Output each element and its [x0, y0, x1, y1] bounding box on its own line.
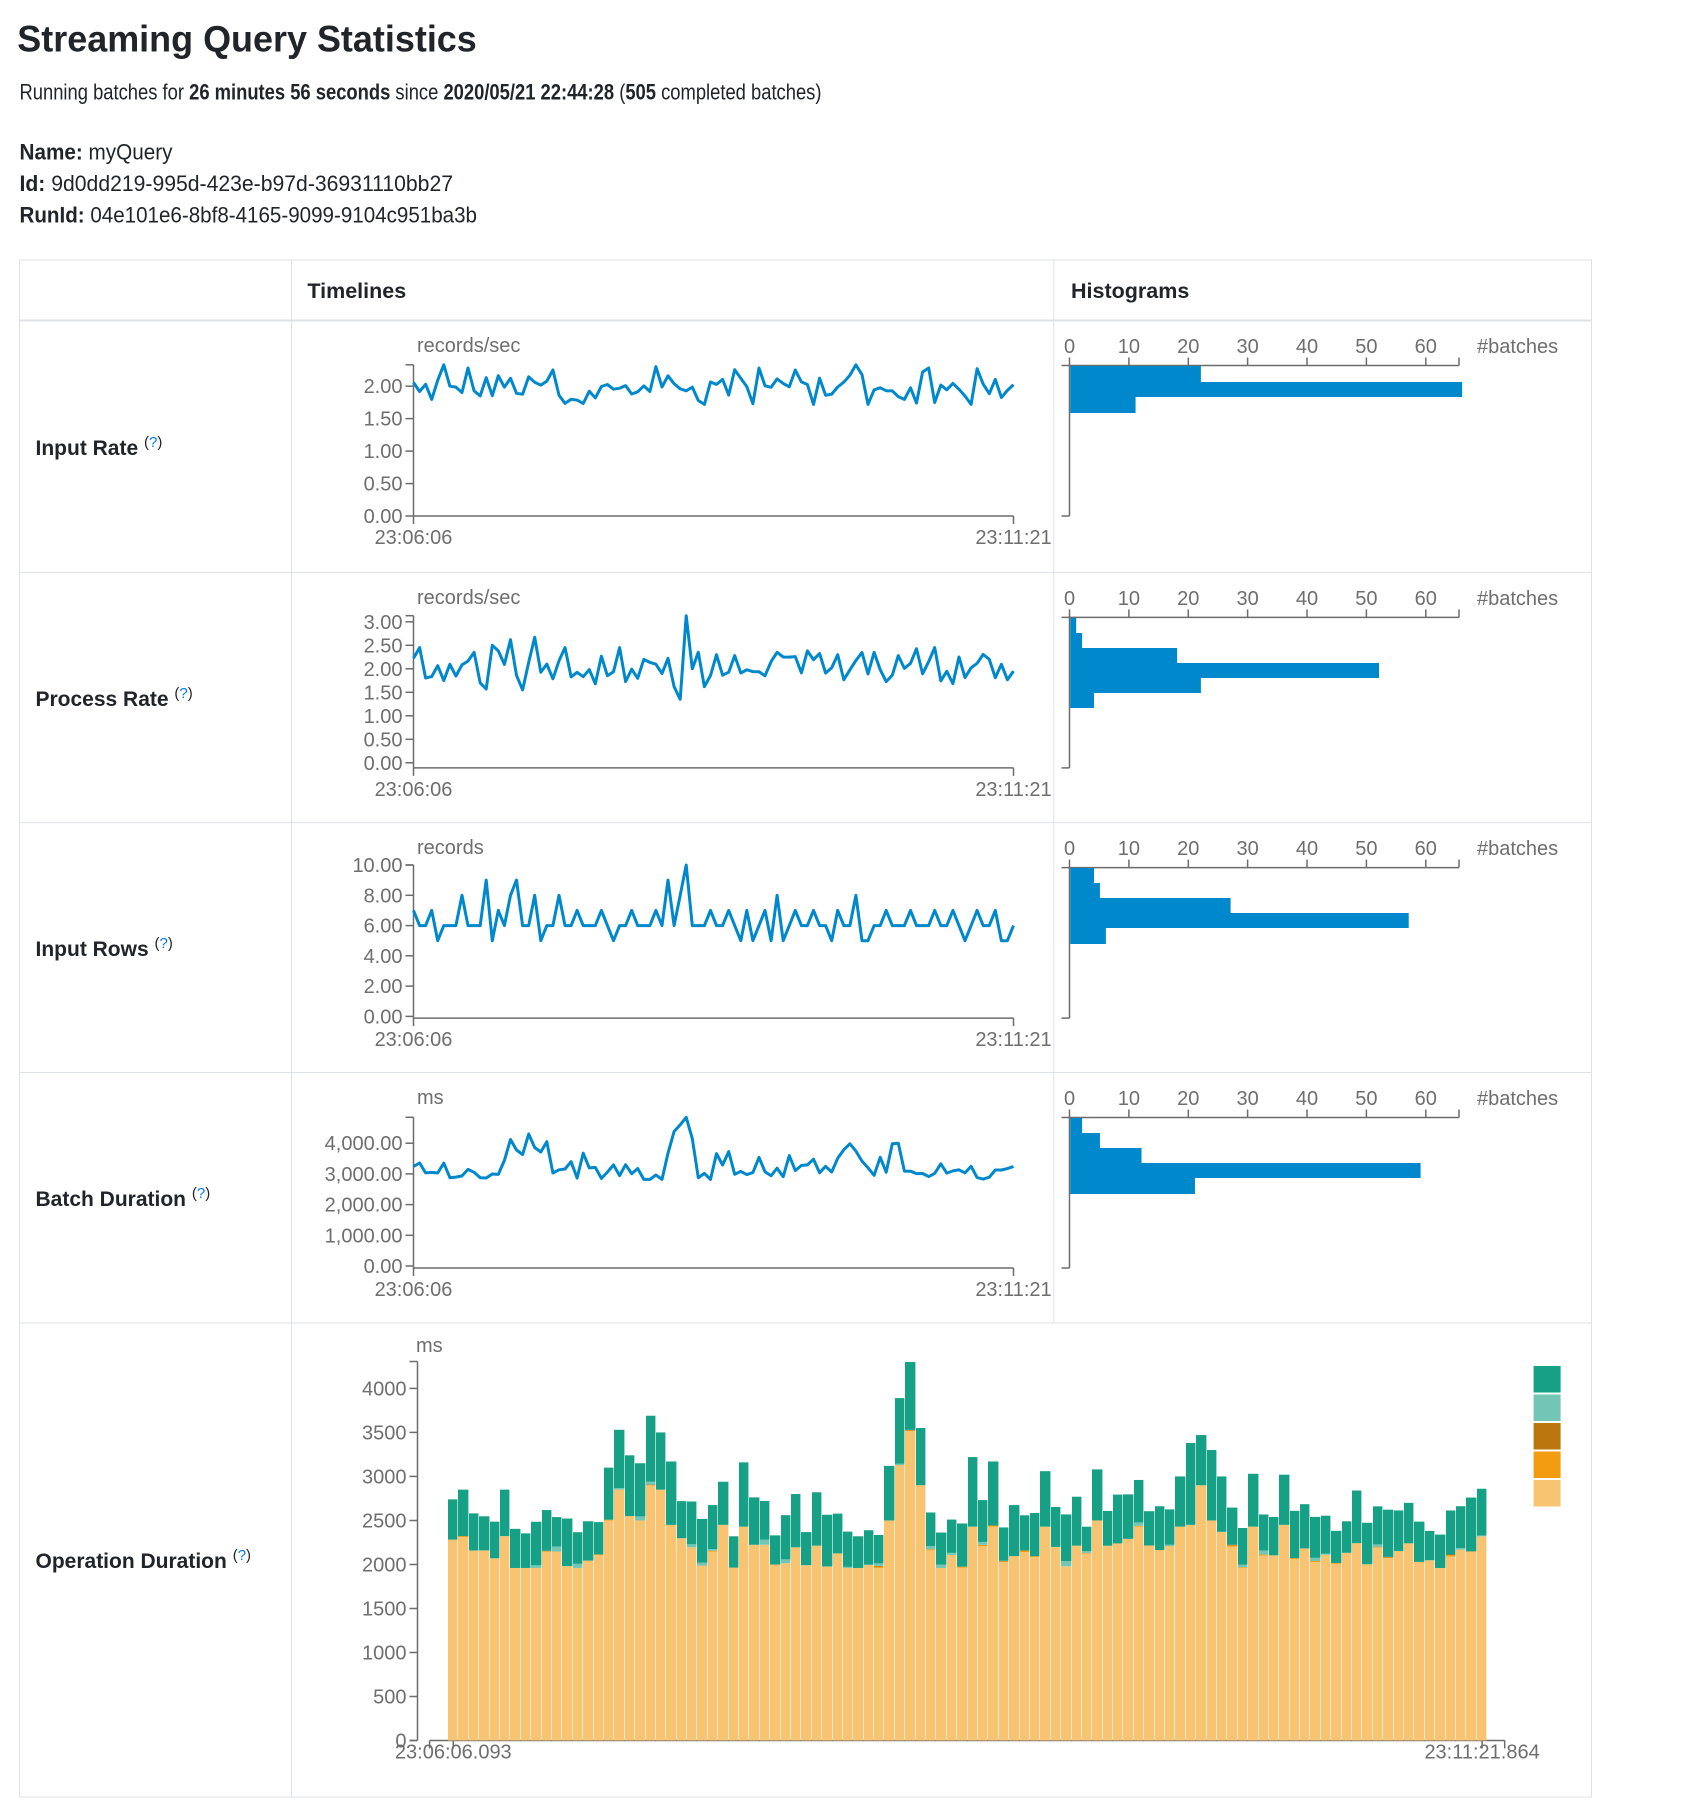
svg-text:0: 0	[1064, 838, 1075, 860]
svg-text:30: 30	[1236, 838, 1258, 860]
svg-text:3000: 3000	[362, 1466, 407, 1488]
svg-text:0.50: 0.50	[364, 474, 403, 496]
svg-text:20: 20	[1177, 838, 1199, 860]
svg-text:Input Rows (?): Input Rows (?)	[36, 935, 173, 961]
svg-text:23:11:21: 23:11:21	[975, 1029, 1051, 1051]
svg-text:Operation Duration (?): Operation Duration (?)	[36, 1547, 252, 1573]
svg-text:ms: ms	[416, 1335, 443, 1357]
svg-text:50: 50	[1355, 588, 1377, 610]
svg-text:1.50: 1.50	[364, 409, 403, 431]
svg-text:10.00: 10.00	[352, 855, 402, 877]
svg-text:#batches: #batches	[1477, 838, 1558, 860]
svg-text:records/sec: records/sec	[417, 587, 520, 609]
svg-text:40: 40	[1296, 1088, 1318, 1110]
svg-text:records: records	[417, 837, 484, 859]
svg-text:Histograms: Histograms	[1071, 279, 1189, 303]
svg-text:2500: 2500	[362, 1511, 407, 1533]
svg-text:0.00: 0.00	[364, 1256, 403, 1278]
svg-text:23:06:06: 23:06:06	[375, 1279, 453, 1301]
svg-text:50: 50	[1355, 838, 1377, 860]
svg-text:Batch Duration (?): Batch Duration (?)	[36, 1185, 211, 1211]
svg-text:Process Rate (?): Process Rate (?)	[36, 685, 193, 711]
svg-text:1.00: 1.00	[364, 706, 403, 728]
svg-text:1500: 1500	[362, 1599, 407, 1621]
svg-text:1000: 1000	[362, 1643, 407, 1665]
svg-text:23:11:21: 23:11:21	[975, 527, 1051, 549]
svg-text:23:11:21: 23:11:21	[975, 779, 1051, 801]
svg-text:23:06:06.093: 23:06:06.093	[395, 1742, 512, 1764]
svg-text:8.00: 8.00	[364, 885, 403, 907]
svg-text:30: 30	[1236, 336, 1258, 358]
svg-text:40: 40	[1296, 588, 1318, 610]
svg-text:0.00: 0.00	[364, 1006, 403, 1028]
svg-text:20: 20	[1177, 588, 1199, 610]
svg-text:23:06:06: 23:06:06	[375, 527, 453, 549]
svg-text:3,000.00: 3,000.00	[325, 1164, 403, 1186]
svg-text:60: 60	[1415, 336, 1437, 358]
svg-text:2.00: 2.00	[364, 976, 403, 998]
svg-text:1,000.00: 1,000.00	[325, 1225, 403, 1247]
svg-text:10: 10	[1118, 838, 1140, 860]
svg-text:10: 10	[1118, 336, 1140, 358]
svg-text:30: 30	[1236, 588, 1258, 610]
svg-text:Streaming Query Statistics: Streaming Query Statistics	[17, 19, 477, 60]
svg-text:Id: 9d0dd219-995d-423e-b97d-36: Id: 9d0dd219-995d-423e-b97d-36931110bb27	[20, 171, 454, 196]
svg-text:2.00: 2.00	[364, 659, 403, 681]
svg-text:3.00: 3.00	[364, 612, 403, 634]
svg-text:#batches: #batches	[1477, 1088, 1558, 1110]
svg-text:2000: 2000	[362, 1555, 407, 1577]
svg-text:20: 20	[1177, 336, 1199, 358]
svg-text:500: 500	[373, 1687, 406, 1709]
svg-text:10: 10	[1118, 588, 1140, 610]
svg-text:Name: myQuery: Name: myQuery	[20, 140, 173, 165]
svg-text:2.00: 2.00	[364, 376, 403, 398]
svg-text:0: 0	[395, 1731, 406, 1753]
svg-text:#batches: #batches	[1477, 336, 1558, 358]
svg-text:0: 0	[1064, 588, 1075, 610]
svg-text:2,000.00: 2,000.00	[325, 1195, 403, 1217]
svg-text:0.00: 0.00	[364, 506, 403, 528]
svg-text:Running batches for 26 minutes: Running batches for 26 minutes 56 second…	[20, 80, 822, 105]
svg-text:ms: ms	[417, 1087, 444, 1109]
svg-text:2.50: 2.50	[364, 635, 403, 657]
svg-text:23:06:06: 23:06:06	[375, 779, 453, 801]
svg-text:60: 60	[1415, 1088, 1437, 1110]
svg-text:10: 10	[1118, 1088, 1140, 1110]
svg-text:23:11:21: 23:11:21	[975, 1279, 1051, 1301]
svg-text:30: 30	[1236, 1088, 1258, 1110]
svg-text:0: 0	[1064, 336, 1075, 358]
svg-text:4.00: 4.00	[364, 946, 403, 968]
svg-text:60: 60	[1415, 588, 1437, 610]
svg-text:40: 40	[1296, 336, 1318, 358]
svg-text:50: 50	[1355, 336, 1377, 358]
svg-text:4000: 4000	[362, 1378, 407, 1400]
svg-text:1.00: 1.00	[364, 441, 403, 463]
svg-text:Timelines: Timelines	[307, 279, 406, 303]
svg-text:4,000.00: 4,000.00	[325, 1133, 403, 1155]
svg-text:records/sec: records/sec	[417, 335, 520, 357]
svg-text:50: 50	[1355, 1088, 1377, 1110]
svg-text:20: 20	[1177, 1088, 1199, 1110]
svg-text:0: 0	[1064, 1088, 1075, 1110]
svg-text:6.00: 6.00	[364, 916, 403, 938]
svg-text:#batches: #batches	[1477, 588, 1558, 610]
svg-text:1.50: 1.50	[364, 682, 403, 704]
svg-text:0.00: 0.00	[364, 753, 403, 775]
svg-text:Input Rate (?): Input Rate (?)	[36, 434, 163, 460]
svg-text:23:06:06: 23:06:06	[375, 1029, 453, 1051]
svg-text:40: 40	[1296, 838, 1318, 860]
svg-text:RunId: 04e101e6-8bf8-4165-9099: RunId: 04e101e6-8bf8-4165-9099-9104c951b…	[20, 203, 478, 228]
svg-text:23:11:21.864: 23:11:21.864	[1424, 1742, 1539, 1764]
svg-text:3500: 3500	[362, 1422, 407, 1444]
svg-text:0.50: 0.50	[364, 729, 403, 751]
svg-text:60: 60	[1415, 838, 1437, 860]
